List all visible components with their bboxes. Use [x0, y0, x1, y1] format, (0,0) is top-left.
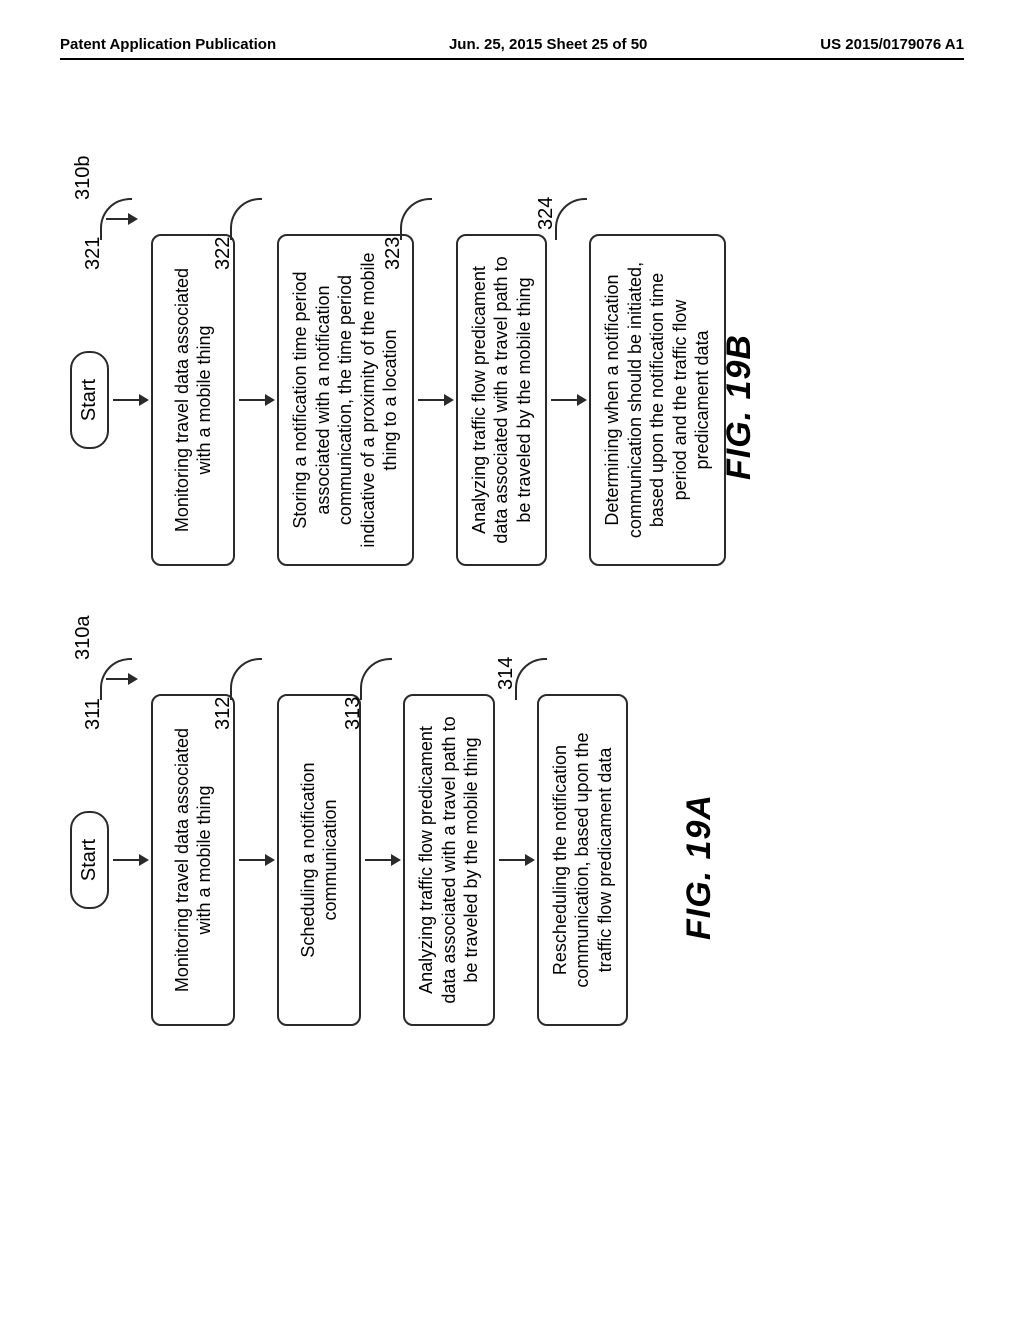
leader [230, 658, 262, 700]
leader [360, 658, 392, 700]
start-node-a: Start [70, 811, 109, 909]
arrow [418, 399, 452, 401]
arrow [239, 859, 273, 861]
header-left: Patent Application Publication [60, 36, 276, 53]
ref-313: 313 [342, 697, 365, 730]
leader [515, 658, 547, 700]
arrow [551, 399, 585, 401]
step-314: Rescheduling the notification communicat… [537, 694, 629, 1026]
ref-311: 311 [82, 698, 105, 730]
step-321: Monitoring travel data associated with a… [151, 234, 235, 566]
ref-310a: 310a [72, 616, 95, 661]
figure-label-19b: FIG. 19B [720, 334, 759, 480]
flowchart-19b: Start Monitoring travel data associated … [70, 230, 726, 570]
leader [100, 658, 132, 700]
step-312: Scheduling a notification communication [277, 694, 361, 1026]
step-323: Analyzing traffic flow predicament data … [456, 234, 548, 566]
ref-312: 312 [212, 697, 235, 730]
ref-321: 321 [82, 237, 105, 270]
header-rule [60, 58, 964, 60]
ref-323: 323 [382, 237, 405, 270]
leader [100, 198, 132, 240]
ref-314: 314 [495, 657, 518, 690]
ref-310b: 310b [72, 156, 95, 201]
leader [400, 198, 432, 240]
step-324: Determining when a notification communic… [589, 234, 726, 566]
diagram-area: Start Monitoring travel data associated … [40, 230, 900, 990]
arrow [113, 399, 147, 401]
start-node-b: Start [70, 351, 109, 449]
step-322: Storing a notification time period assoc… [277, 234, 414, 566]
step-313: Analyzing traffic flow predicament data … [403, 694, 495, 1026]
header-right: US 2015/0179076 A1 [820, 36, 964, 53]
flowchart-19a: Start Monitoring travel data associated … [70, 690, 628, 1030]
page: Patent Application Publication Jun. 25, … [0, 0, 1024, 1320]
ref-322: 322 [212, 237, 235, 270]
arrow [239, 399, 273, 401]
arrow [365, 859, 399, 861]
step-311: Monitoring travel data associated with a… [151, 694, 235, 1026]
leader [230, 198, 262, 240]
leader [555, 198, 587, 240]
arrow [113, 859, 147, 861]
header-center: Jun. 25, 2015 Sheet 25 of 50 [449, 36, 647, 53]
ref-324: 324 [535, 197, 558, 230]
figure-label-19a: FIG. 19A [680, 794, 719, 940]
page-header: Patent Application Publication Jun. 25, … [0, 36, 1024, 53]
arrow [499, 859, 533, 861]
